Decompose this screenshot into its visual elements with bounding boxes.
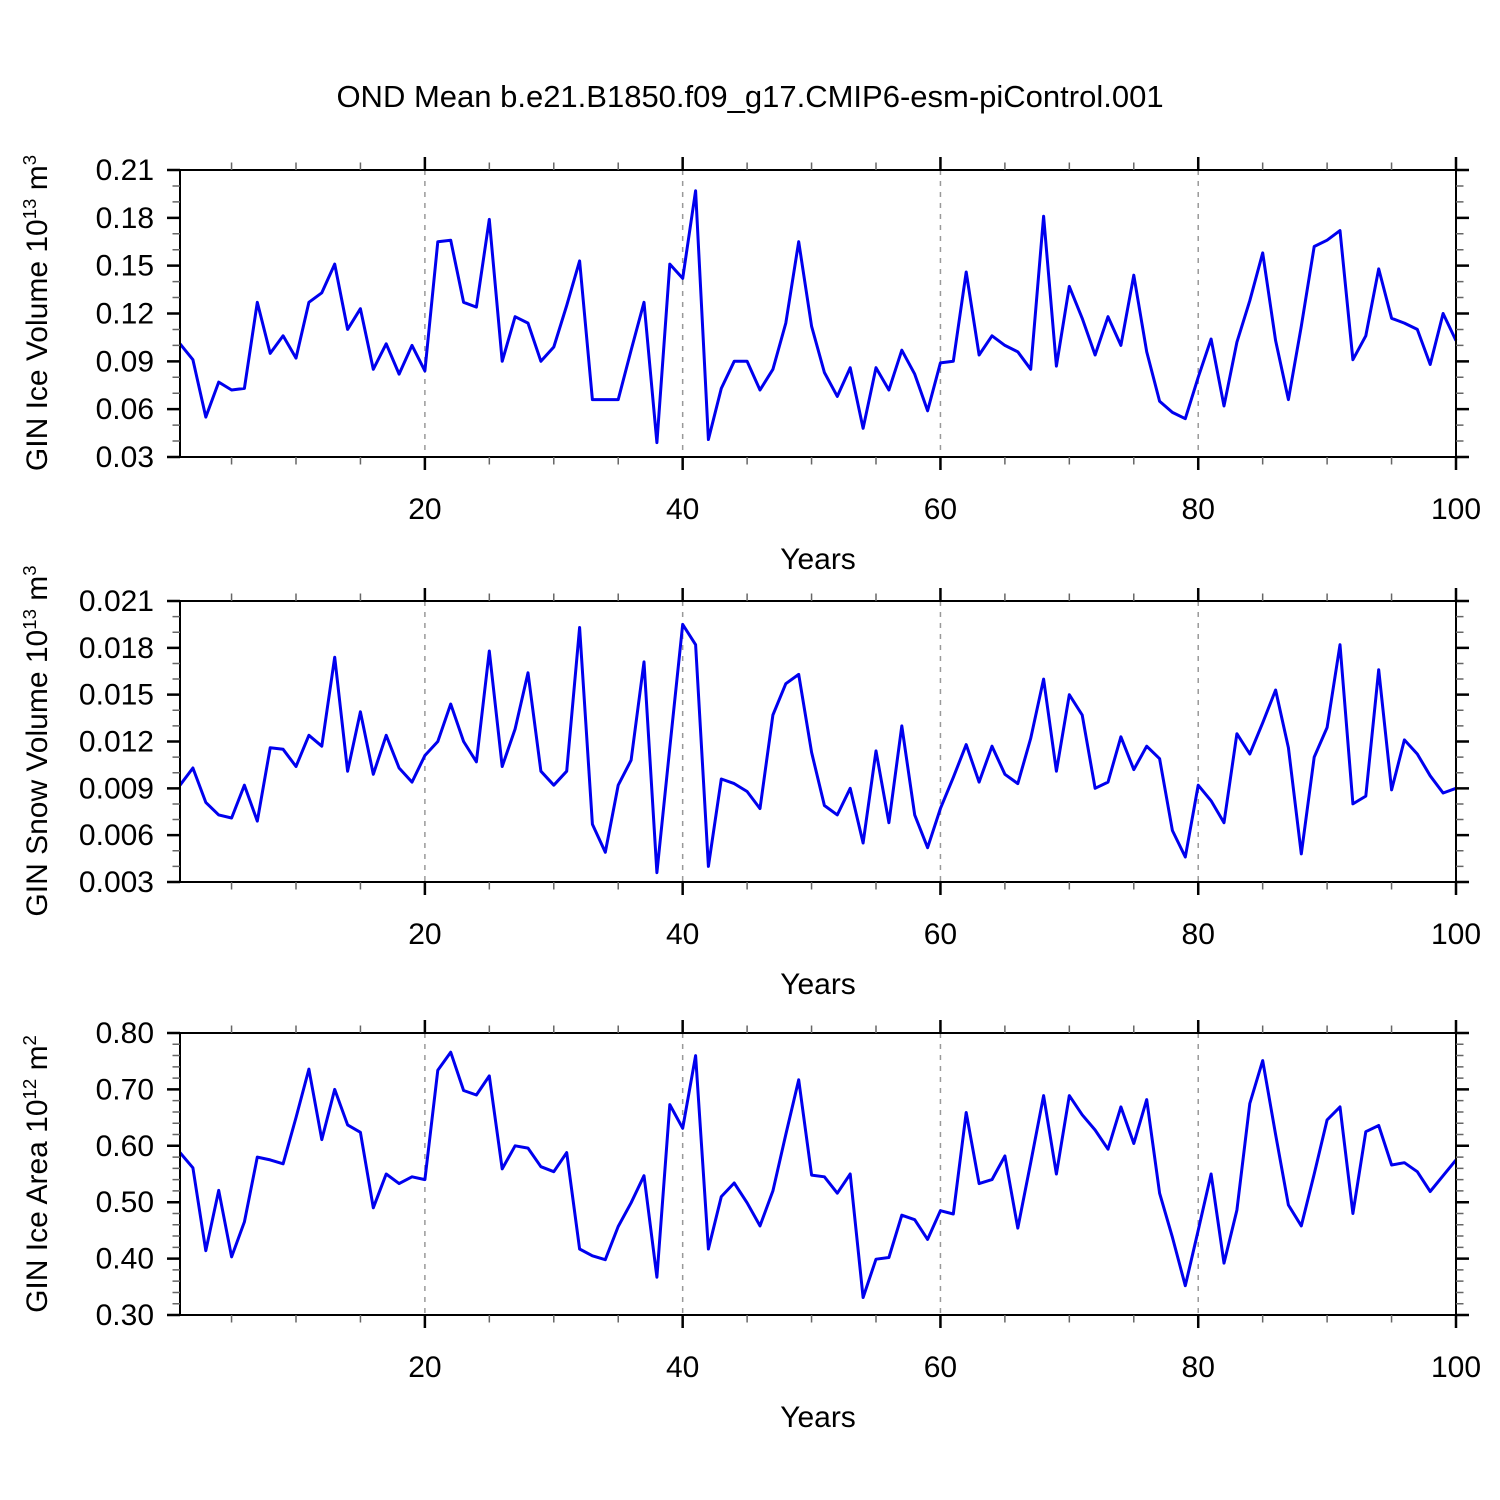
y-tick-label: 0.21: [96, 154, 154, 187]
unit-exponent: 3: [19, 154, 40, 166]
x-tick-label: 80: [1182, 493, 1215, 526]
x-tick-label: 40: [666, 493, 699, 526]
series-line-gin-ice-volume: [178, 189, 1458, 445]
y-tick-label: 0.012: [79, 726, 154, 759]
y-axis-title-text: GIN Ice Area 10: [21, 1099, 54, 1313]
series-line-gin-ice-area: [178, 1050, 1458, 1299]
x-tick-label: 60: [924, 493, 957, 526]
x-tick-label: 80: [1182, 1351, 1215, 1384]
x-axis-title-1: Years: [780, 543, 856, 576]
x-tick-label: 20: [408, 493, 441, 526]
major-ticks-1: [167, 588, 1469, 895]
y-tick-label: 0.80: [96, 1017, 154, 1050]
x-tick-label: 20: [408, 1351, 441, 1384]
series-line-gin-snow-volume: [178, 622, 1457, 875]
unit-exponent: 2: [19, 1035, 40, 1046]
y-tick-label: 0.006: [79, 819, 154, 852]
y-tick-label: 0.015: [79, 679, 154, 712]
x-axis-title-2: Years: [780, 968, 856, 1001]
y-tick-label: 0.12: [96, 298, 154, 331]
y-axis-unit: m: [21, 1045, 54, 1079]
y-tick-label: 0.03: [96, 441, 154, 474]
x-tick-label: 60: [924, 918, 957, 951]
x-tick-label: 40: [666, 1351, 699, 1384]
y-tick-label: 0.09: [96, 345, 154, 378]
x-tick-label: 100: [1431, 493, 1481, 526]
x-tick-label: 100: [1431, 1351, 1481, 1384]
y-tick-label: 0.009: [79, 772, 154, 805]
y-tick-label: 0.30: [96, 1299, 154, 1332]
panel-frame-0: [179, 169, 1457, 458]
y-axis-unit: m: [21, 575, 54, 610]
y-tick-label: 0.18: [96, 202, 154, 235]
minor-ticks-0: [172, 162, 1464, 465]
x-tick-label: 20: [408, 918, 441, 951]
y-axis-unit: m: [21, 165, 54, 199]
x-tick-label: 100: [1431, 918, 1481, 951]
panel-frame-1: [179, 600, 1457, 883]
minor-ticks-2: [172, 1025, 1464, 1323]
exponent: 12: [19, 1078, 40, 1100]
y-tick-label: 0.021: [79, 585, 154, 618]
x-tick-label: 40: [666, 918, 699, 951]
x-tick-label: 80: [1182, 918, 1215, 951]
y-tick-label: 0.60: [96, 1130, 154, 1163]
y-axis-title-text: GIN Ice Volume 10: [21, 219, 54, 472]
panel-frame-2: [179, 1032, 1457, 1316]
major-ticks-2: [167, 1020, 1469, 1328]
y-tick-label: 0.70: [96, 1073, 154, 1106]
exponent: 13: [19, 609, 40, 630]
unit-exponent: 3: [19, 565, 40, 576]
major-ticks-0: [167, 157, 1469, 470]
y-axis-title-ice-area: GIN Ice Area 1012 m2: [19, 874, 56, 1474]
chart-title: OND Mean b.e21.B1850.f09_g17.CMIP6-esm-p…: [336, 79, 1164, 114]
y-tick-label: 0.003: [79, 866, 154, 899]
x-tick-label: 60: [924, 1351, 957, 1384]
exponent: 13: [19, 198, 40, 220]
y-tick-label: 0.06: [96, 393, 154, 426]
minor-ticks-1: [172, 593, 1464, 890]
x-axis-title-3: Years: [780, 1401, 856, 1434]
y-tick-label: 0.018: [79, 632, 154, 665]
y-tick-label: 0.15: [96, 250, 154, 283]
y-tick-label: 0.50: [96, 1186, 154, 1219]
y-tick-label: 0.40: [96, 1243, 154, 1276]
